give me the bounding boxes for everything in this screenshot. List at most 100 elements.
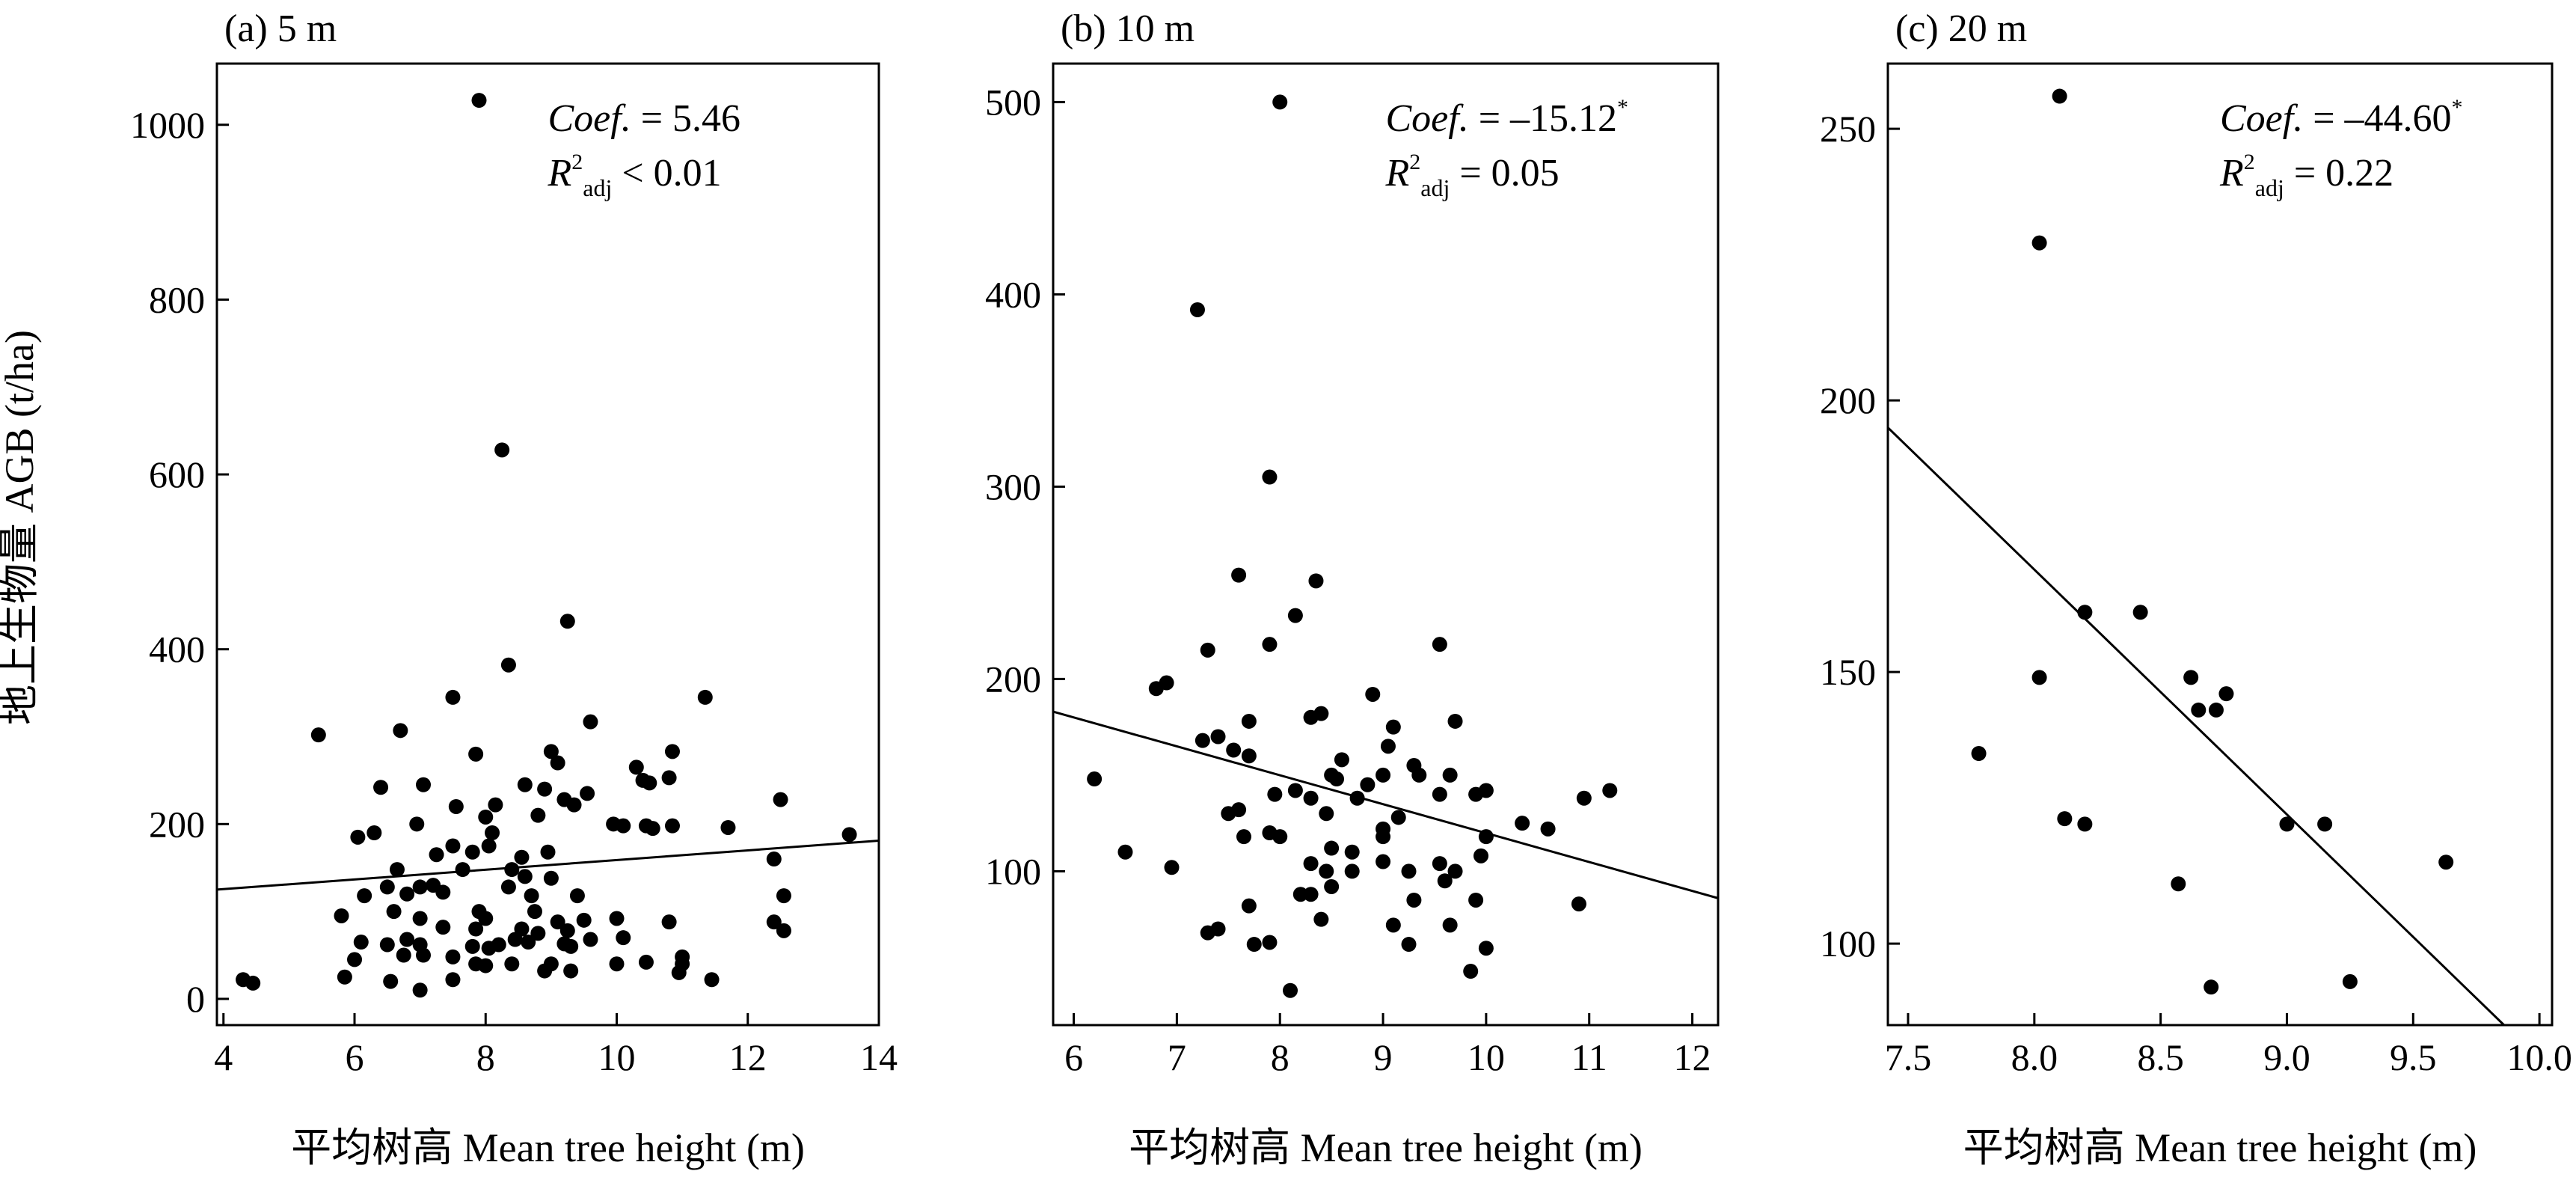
data-point bbox=[1241, 748, 1257, 764]
data-point bbox=[396, 947, 411, 963]
y-tick-label: 150 bbox=[1820, 651, 1876, 693]
x-tick-label: 9.0 bbox=[2263, 1036, 2310, 1078]
data-point bbox=[2317, 816, 2333, 832]
data-point bbox=[445, 972, 461, 988]
data-point bbox=[1447, 713, 1463, 729]
data-point bbox=[576, 912, 592, 928]
data-point bbox=[445, 689, 461, 705]
data-point bbox=[1540, 821, 1556, 837]
data-point bbox=[1376, 829, 1391, 845]
data-point bbox=[393, 723, 408, 739]
data-point bbox=[635, 772, 651, 788]
y-tick-label: 200 bbox=[985, 658, 1041, 700]
panel-title: (c) 20 m bbox=[1895, 7, 2027, 50]
x-tick-label: 8.0 bbox=[2011, 1036, 2058, 1078]
data-point bbox=[563, 938, 579, 954]
plot-frame bbox=[1886, 62, 2554, 1027]
r2-annotation: R2adj < 0.01 bbox=[548, 150, 722, 201]
data-point bbox=[1319, 863, 1334, 879]
data-point bbox=[1468, 892, 1484, 908]
data-point bbox=[1262, 935, 1278, 950]
x-axis-title: 平均树高 Mean tree height (m) bbox=[1129, 1125, 1643, 1170]
data-point bbox=[841, 827, 857, 843]
x-tick-label: 10 bbox=[1468, 1036, 1505, 1078]
data-point bbox=[530, 807, 546, 823]
data-point bbox=[379, 879, 395, 895]
data-point bbox=[1463, 964, 1479, 979]
y-tick-label: 100 bbox=[985, 850, 1041, 892]
data-point bbox=[409, 816, 425, 832]
data-point bbox=[524, 888, 539, 904]
data-point bbox=[1246, 937, 1262, 953]
data-point bbox=[491, 937, 506, 953]
panel-2: (b) 10 m 6 7 8 9 10 11 12 100 200 300 400 500 平均树高 Me… bbox=[985, 7, 1720, 1170]
data-point bbox=[507, 932, 523, 947]
data-point bbox=[1478, 829, 1494, 845]
data-point bbox=[504, 956, 520, 972]
x-tick-label: 8.5 bbox=[2137, 1036, 2184, 1078]
data-point bbox=[671, 964, 687, 980]
data-point bbox=[347, 952, 363, 967]
data-point bbox=[1303, 790, 1319, 806]
x-tick-label: 7.5 bbox=[1885, 1036, 1932, 1078]
panel-title: (b) 10 m bbox=[1061, 7, 1195, 50]
data-point bbox=[1210, 921, 1226, 937]
data-point bbox=[1447, 863, 1463, 879]
data-point bbox=[464, 844, 480, 860]
data-point bbox=[2052, 88, 2067, 104]
data-point bbox=[1313, 706, 1329, 721]
data-point bbox=[416, 777, 432, 792]
data-point bbox=[1292, 887, 1308, 902]
data-point bbox=[1344, 863, 1360, 879]
y-tick-label: 400 bbox=[149, 629, 205, 670]
data-point bbox=[399, 932, 415, 947]
y-tick-label: 200 bbox=[149, 803, 205, 845]
data-point bbox=[664, 818, 680, 834]
data-point bbox=[448, 798, 464, 814]
data-point bbox=[776, 888, 791, 904]
x-tick-label: 6 bbox=[346, 1036, 364, 1078]
y-axis-title: 地上生物量 AGB (t/ha) bbox=[0, 330, 42, 725]
data-point bbox=[1376, 767, 1391, 783]
data-point bbox=[1283, 982, 1298, 998]
data-point bbox=[2279, 816, 2295, 832]
x-tick-label: 6 bbox=[1064, 1036, 1083, 1078]
data-point bbox=[1287, 783, 1303, 798]
data-point bbox=[1411, 767, 1427, 783]
data-point bbox=[537, 963, 553, 979]
y-tick-label: 200 bbox=[1820, 379, 1876, 421]
data-point bbox=[1308, 573, 1324, 589]
x-axis-title: 平均树高 Mean tree height (m) bbox=[291, 1125, 805, 1170]
data-point bbox=[1148, 681, 1164, 697]
data-point bbox=[517, 869, 533, 884]
fit-line bbox=[1052, 710, 1719, 899]
data-point bbox=[334, 908, 349, 923]
data-point bbox=[583, 714, 598, 730]
data-point bbox=[445, 949, 461, 964]
data-point bbox=[1164, 860, 1180, 875]
data-point bbox=[1117, 844, 1133, 860]
data-point bbox=[357, 888, 372, 904]
data-point bbox=[566, 797, 582, 813]
plot-frame bbox=[1052, 62, 1720, 1027]
data-point bbox=[1272, 94, 1288, 110]
data-point bbox=[580, 786, 595, 801]
data-point bbox=[550, 914, 565, 930]
data-point bbox=[478, 809, 494, 825]
x-tick-label: 12 bbox=[729, 1036, 767, 1078]
data-point bbox=[353, 935, 369, 950]
data-point bbox=[1231, 567, 1247, 583]
data-point bbox=[1262, 637, 1278, 652]
data-point bbox=[1324, 878, 1340, 894]
x-tick-label: 11 bbox=[1571, 1036, 1607, 1078]
data-point bbox=[2342, 973, 2358, 989]
data-point bbox=[478, 958, 494, 973]
data-point bbox=[609, 956, 625, 972]
data-point bbox=[1576, 790, 1592, 806]
y-tick-label: 250 bbox=[1820, 108, 1876, 150]
data-point bbox=[1478, 783, 1494, 798]
data-point bbox=[412, 879, 428, 895]
data-point bbox=[488, 797, 503, 813]
data-point bbox=[471, 93, 487, 108]
